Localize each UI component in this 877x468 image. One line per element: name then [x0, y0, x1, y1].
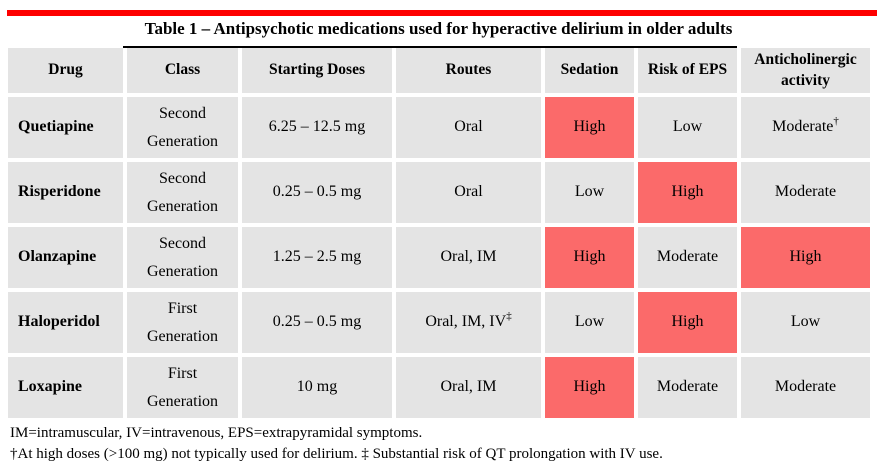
column-header-anticholinergic-activity: Anticholinergic activity [741, 48, 870, 93]
sedation-cell: High [545, 227, 634, 288]
routes-text: Oral, IM, IV [425, 313, 507, 331]
class-line1: First [167, 364, 198, 382]
class-line2: Generation [146, 262, 219, 280]
anticholinergic-cell: Moderate † [741, 97, 870, 158]
sedation-cell: Low [545, 162, 634, 223]
class-line2: Generation [146, 392, 219, 410]
routes-text: Oral [454, 183, 483, 201]
drug-name-cell: Loxapine [8, 357, 123, 418]
medication-table: Drug Class Starting Doses Routes Sedatio… [8, 48, 870, 418]
starting-dose-cell: 0.25 – 0.5 mg [242, 292, 392, 353]
anticholinergic-cell: High [741, 227, 870, 288]
drug-name-cell: Olanzapine [8, 227, 123, 288]
routes-cell: Oral, IM, IV ‡ [396, 292, 541, 353]
starting-dose-cell: 10 mg [242, 357, 392, 418]
footnotes: IM=intramuscular, IV=intravenous, EPS=ex… [10, 423, 663, 464]
red-accent-bar [7, 10, 877, 16]
risk-of-eps-cell: Moderate [638, 357, 737, 418]
drug-name-cell: Risperidone [8, 162, 123, 223]
starting-dose-cell: 6.25 – 12.5 mg [242, 97, 392, 158]
starting-dose-cell: 1.25 – 2.5 mg [242, 227, 392, 288]
footnote-markers: †At high doses (>100 mg) not typically u… [10, 445, 663, 462]
anticholinergic-text: Moderate [774, 183, 837, 201]
class-line2: Generation [146, 197, 219, 215]
routes-footnote-marker: ‡ [506, 310, 512, 323]
routes-text: Oral, IM [440, 248, 497, 266]
anticholinergic-text: Moderate [772, 118, 834, 136]
anticholinergic-footnote-marker: † [833, 115, 839, 128]
anticholinergic-cell: Moderate [741, 162, 870, 223]
sedation-cell: High [545, 357, 634, 418]
class-cell: First Generation [127, 292, 238, 353]
class-line1: Second [158, 234, 207, 252]
routes-text: Oral [454, 118, 483, 136]
class-cell: Second Generation [127, 162, 238, 223]
routes-cell: Oral, IM [396, 227, 541, 288]
class-line2: Generation [146, 132, 219, 150]
class-line1: Second [158, 104, 207, 122]
column-header-starting-doses: Starting Doses [242, 48, 392, 93]
anticholinergic-cell: Low [741, 292, 870, 353]
class-line2: Generation [146, 327, 219, 345]
class-cell: First Generation [127, 357, 238, 418]
header-top-border [123, 46, 737, 48]
class-cell: Second Generation [127, 227, 238, 288]
anticholinergic-text: High [789, 248, 822, 266]
class-line1: First [167, 299, 198, 317]
risk-of-eps-cell: High [638, 162, 737, 223]
starting-dose-cell: 0.25 – 0.5 mg [242, 162, 392, 223]
drug-name-cell: Haloperidol [8, 292, 123, 353]
column-header-sedation: Sedation [545, 48, 634, 93]
class-line1: Second [158, 169, 207, 187]
footnote-abbreviations: IM=intramuscular, IV=intravenous, EPS=ex… [10, 425, 423, 441]
risk-of-eps-cell: Low [638, 97, 737, 158]
column-header-drug: Drug [8, 48, 123, 93]
routes-cell: Oral [396, 162, 541, 223]
drug-name-cell: Quetiapine [8, 97, 123, 158]
anticholinergic-text: Moderate [774, 378, 837, 396]
routes-text: Oral, IM [440, 378, 497, 396]
anticholinergic-cell: Moderate [741, 357, 870, 418]
sedation-cell: High [545, 97, 634, 158]
risk-of-eps-cell: Moderate [638, 227, 737, 288]
table-title: Table 1 – Antipsychotic medications used… [144, 19, 733, 38]
risk-of-eps-cell: High [638, 292, 737, 353]
sedation-cell: Low [545, 292, 634, 353]
class-cell: Second Generation [127, 97, 238, 158]
routes-cell: Oral, IM [396, 357, 541, 418]
column-header-risk-of-eps: Risk of EPS [638, 48, 737, 93]
column-header-routes: Routes [396, 48, 541, 93]
routes-cell: Oral [396, 97, 541, 158]
anticholinergic-text: Low [790, 313, 821, 331]
column-header-class: Class [127, 48, 238, 93]
